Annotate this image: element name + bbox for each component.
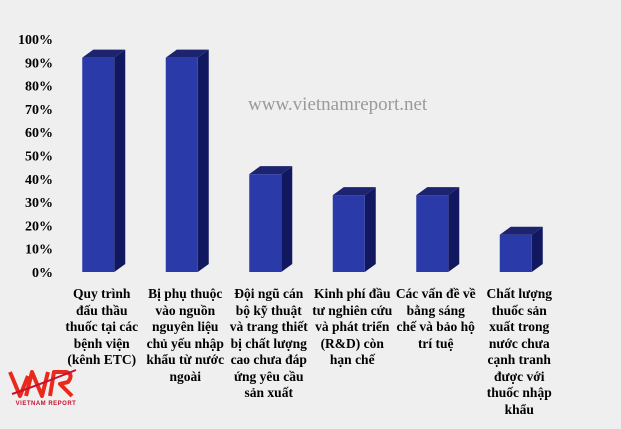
bar-top [499, 226, 543, 235]
bar-top [165, 49, 209, 58]
bar [249, 166, 293, 272]
y-tick-label: 20% [25, 219, 53, 234]
bar [82, 49, 126, 272]
x-category-label: Bị phụ thuộc vào nguồn nguyên liệu chủ y… [146, 286, 225, 384]
y-tick-label: 30% [25, 196, 53, 211]
bar-side [114, 49, 126, 272]
bar [416, 187, 460, 272]
x-category-label: Đội ngũ cán bộ kỹ thuật và trang thiết b… [229, 286, 308, 400]
watermark-text: www.vietnamreport.net [248, 94, 428, 115]
x-category-label: Kinh phí đầu tư nghiên cứu và phát triển… [312, 286, 393, 367]
bar [499, 226, 543, 272]
bar-side [448, 187, 460, 272]
bar-side [197, 49, 209, 272]
y-tick-label: 60% [25, 126, 53, 141]
y-tick-label: 70% [25, 103, 53, 118]
y-tick-label: 80% [25, 80, 53, 95]
bar-side [364, 187, 376, 272]
vnr-logo-icon [8, 369, 77, 398]
y-tick-label: 0% [32, 266, 53, 281]
y-axis: 0% 10% 20% 30% 40% 50% 60% 70% 80% 90% 100% [18, 33, 53, 281]
y-tick-label: 90% [25, 56, 53, 71]
y-tick-label: 50% [25, 150, 53, 165]
bar-front [249, 174, 282, 272]
bar-top [332, 187, 376, 196]
bar-top [82, 49, 126, 58]
x-category-label: Quy trình đấu thầu thuốc tại các bệnh vi… [65, 286, 139, 367]
bar [165, 49, 209, 272]
logo-brand-text: VIETNAM REPORT [15, 401, 77, 407]
y-tick-label: 10% [25, 243, 53, 258]
bars [82, 49, 543, 272]
bar-front [165, 57, 198, 272]
bar-front [499, 234, 532, 272]
bar-front [332, 195, 365, 272]
x-category-label: Các vấn đề về bằng sáng chế và bảo hộ tr… [395, 286, 476, 351]
bar [332, 187, 376, 272]
bar-top [416, 187, 460, 196]
bar-front [82, 57, 115, 272]
bar-front [416, 195, 449, 272]
bar-top [249, 166, 293, 175]
bar-side [281, 166, 293, 272]
bar-side [531, 226, 543, 272]
y-tick-label: 100% [18, 33, 53, 48]
y-tick-label: 40% [25, 173, 53, 188]
x-category-label: Chất lượng thuốc sản xuất trong nước chư… [486, 286, 552, 417]
